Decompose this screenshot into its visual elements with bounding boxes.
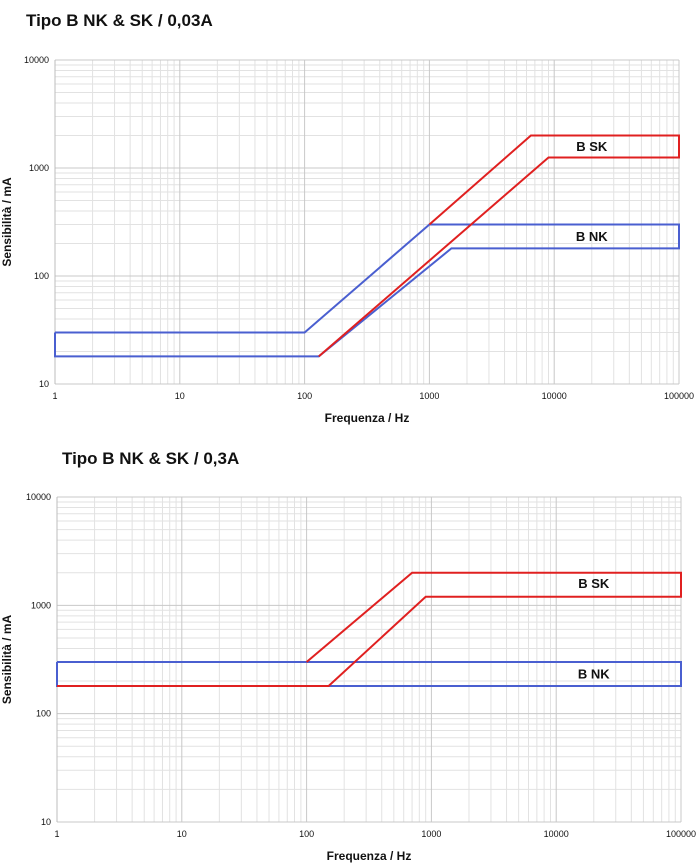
chart-sensitivity-003a: Tipo B NK & SK / 0,03A 1 10 100 1000 10000 10… [0,11,694,425]
y-axis-label: Sensibilità / mA [0,177,14,267]
x-axis-label: Frequenza / Hz [325,411,410,425]
chart-plot: 1 10 100 1000 10000 10000010100100010000Frequ… [0,55,694,425]
x-tick-label: 1000 [421,829,441,839]
chart-plot: 1 10 100 1000 10000 10000010100100010000Frequ… [0,492,696,863]
y-tick-label: 1000 [29,163,49,173]
y-tick-label: 1000 [31,600,51,610]
series-label-b-nk: B NK [576,229,608,244]
y-tick-label: 10 [41,817,51,827]
series-label-b-nk: B NK [578,666,610,681]
x-tick-label: 100 [299,829,314,839]
x-tick-label: 10 [177,829,187,839]
x-tick-label: 10 [175,391,185,401]
grid [56,496,682,823]
y-tick-label: 10000 [24,55,49,65]
grid [54,59,680,385]
chart-title: Tipo B NK & SK / 0,03A [26,11,213,30]
series-label-b-sk: B SK [578,576,610,591]
chart-title: Tipo B NK & SK / 0,3A [62,449,240,468]
plot-area [57,497,681,822]
y-tick-label: 10000 [26,492,51,502]
y-tick-label: 10 [39,379,49,389]
chart-sensitivity-03a: Tipo B NK & SK / 0,3A 1 10 100 1000 10000 100… [0,436,697,864]
x-tick-label: 100 [297,391,312,401]
x-tick-label: 10000 [542,391,567,401]
x-tick-label: 1000 [419,391,439,401]
series-line-b-sk [57,571,682,687]
y-axis-label: Sensibilità / mA [0,614,14,704]
x-tick-label: 100000 [664,391,694,401]
series-label-b-sk: B SK [576,139,608,154]
x-axis-label: Frequenza / Hz [327,849,412,863]
x-tick-label: 100000 [666,829,696,839]
series-line-b-nk [56,661,682,687]
x-tick-label: 1 [54,829,59,839]
x-tick-label: 1 [52,391,57,401]
series-line-b-sk [318,134,680,358]
plot-area [55,60,679,384]
x-tick-label: 10000 [544,829,569,839]
y-tick-label: 100 [36,709,51,719]
series-line-b-nk [54,223,680,358]
y-tick-label: 100 [34,271,49,281]
